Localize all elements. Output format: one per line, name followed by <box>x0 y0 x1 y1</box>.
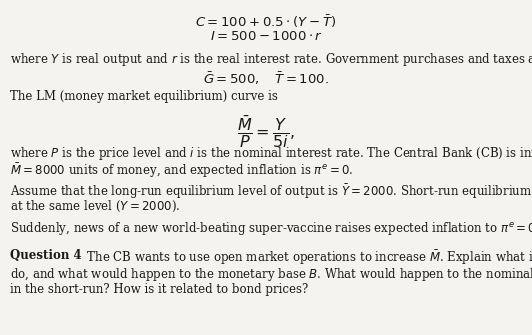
Text: $\dfrac{\bar{M}}{P} = \dfrac{Y}{5i},$: $\dfrac{\bar{M}}{P} = \dfrac{Y}{5i},$ <box>237 114 295 150</box>
Text: $\bar{M} = 8000$ units of money, and expected inflation is $\pi^e = 0$.: $\bar{M} = 8000$ units of money, and exp… <box>10 161 353 180</box>
Text: Assume that the long-run equilibrium level of output is $\bar{Y} = 2000$. Short-: Assume that the long-run equilibrium lev… <box>10 182 532 201</box>
Text: $I = 500 - 1000 \cdot r$: $I = 500 - 1000 \cdot r$ <box>210 30 322 43</box>
Text: The LM (money market equilibrium) curve is: The LM (money market equilibrium) curve … <box>10 90 278 104</box>
Text: The CB wants to use open market operations to increase $\bar{M}$. Explain what i: The CB wants to use open market operatio… <box>83 249 532 267</box>
Text: Question 4: Question 4 <box>10 249 81 262</box>
Text: do, and what would happen to the monetary base $B$. What would happen to the nom: do, and what would happen to the monetar… <box>10 266 532 283</box>
Text: in the short-run? How is it related to bond prices?: in the short-run? How is it related to b… <box>10 283 308 296</box>
Text: $C = 100 + 0.5 \cdot (Y - \bar{T})$: $C = 100 + 0.5 \cdot (Y - \bar{T})$ <box>195 13 337 30</box>
Text: where $Y$ is real output and $r$ is the real interest rate. Government purchases: where $Y$ is real output and $r$ is the … <box>10 51 532 68</box>
Text: Suddenly, news of a new world-beating super-vaccine raises expected inflation to: Suddenly, news of a new world-beating su… <box>10 220 532 238</box>
Text: $\bar{G} = 500, \quad \bar{T} = 100.$: $\bar{G} = 500, \quad \bar{T} = 100.$ <box>203 70 329 87</box>
Text: at the same level ($Y = 2000$).: at the same level ($Y = 2000$). <box>10 199 180 214</box>
Text: where $P$ is the price level and $i$ is the nominal interest rate. The Central B: where $P$ is the price level and $i$ is … <box>10 145 532 162</box>
